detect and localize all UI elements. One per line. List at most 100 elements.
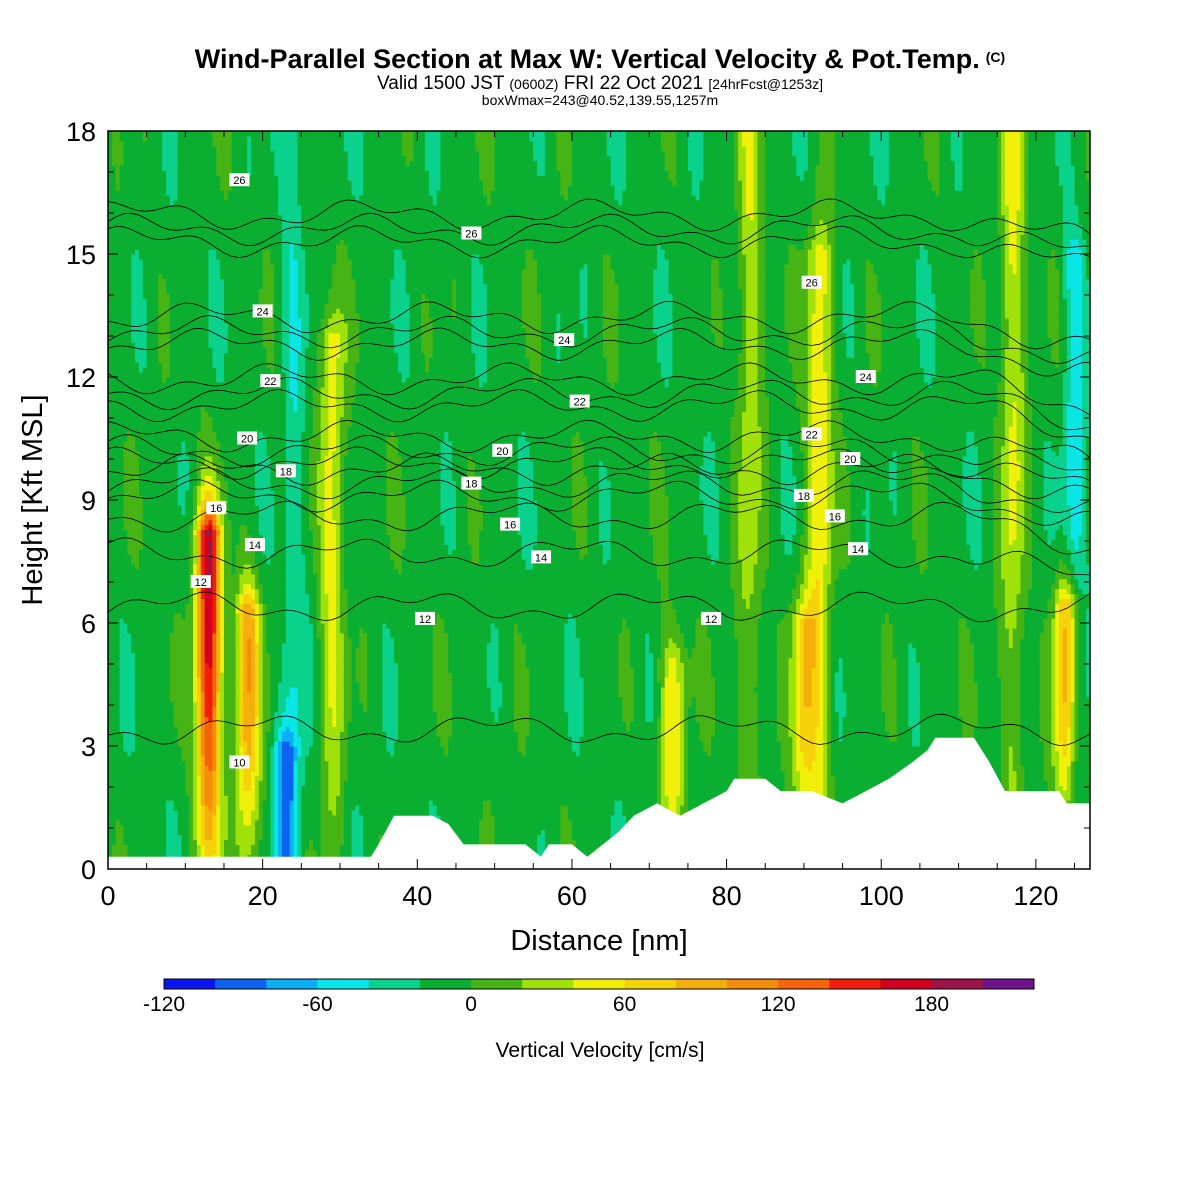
velocity-cell <box>120 190 124 196</box>
velocity-cell <box>120 844 124 850</box>
velocity-cell <box>123 721 127 727</box>
velocity-cell <box>116 598 120 604</box>
velocity-cell <box>112 697 116 703</box>
velocity-cell <box>120 259 124 265</box>
velocity-cell <box>112 569 116 575</box>
velocity-cell <box>123 825 127 831</box>
velocity-cell <box>116 736 120 742</box>
velocity-cell <box>120 800 124 806</box>
velocity-cell <box>112 564 116 570</box>
velocity-cell <box>123 849 127 855</box>
velocity-cell <box>112 387 116 393</box>
velocity-cell <box>123 716 127 722</box>
velocity-cell <box>120 830 124 836</box>
velocity-cell <box>112 357 116 363</box>
cross-section-chart: 2626262424242222222020201818181616161414… <box>0 0 1200 1200</box>
velocity-cell <box>123 830 127 836</box>
velocity-cell <box>112 657 116 663</box>
velocity-cell <box>112 180 116 186</box>
velocity-cell <box>116 338 120 344</box>
velocity-cell <box>116 530 120 536</box>
velocity-cell <box>112 677 116 683</box>
velocity-cell <box>123 790 127 796</box>
velocity-cell <box>116 466 120 472</box>
velocity-cell <box>123 244 127 250</box>
velocity-cell <box>123 672 127 678</box>
velocity-cell <box>123 288 127 294</box>
velocity-cell <box>120 185 124 191</box>
velocity-cell <box>120 411 124 417</box>
velocity-cell <box>127 549 131 555</box>
velocity-cell <box>123 210 127 216</box>
velocity-cell <box>112 510 116 516</box>
velocity-cell <box>131 623 135 629</box>
velocity-cell <box>120 741 124 747</box>
velocity-cell <box>112 584 116 590</box>
velocity-cell <box>116 697 120 703</box>
velocity-cell <box>123 313 127 319</box>
velocity-cell <box>120 697 124 703</box>
velocity-cell <box>123 367 127 373</box>
velocity-cell <box>120 397 124 403</box>
velocity-cell <box>120 347 124 353</box>
velocity-cell <box>123 264 127 270</box>
velocity-cell <box>127 264 131 270</box>
velocity-cell <box>112 692 116 698</box>
velocity-cell <box>131 780 135 786</box>
velocity-cell <box>123 692 127 698</box>
velocity-cell <box>112 156 116 162</box>
velocity-cell <box>123 249 127 255</box>
velocity-cell <box>123 397 127 403</box>
velocity-cell <box>120 746 124 752</box>
velocity-cell <box>112 712 116 718</box>
velocity-cell <box>112 352 116 358</box>
velocity-cell <box>112 264 116 270</box>
velocity-cell <box>123 170 127 176</box>
velocity-cell <box>112 131 116 137</box>
velocity-cell <box>116 220 120 226</box>
velocity-cell <box>127 825 131 831</box>
velocity-cell <box>131 790 135 796</box>
velocity-cell <box>112 687 116 693</box>
velocity-cell <box>123 687 127 693</box>
velocity-cell <box>123 776 127 782</box>
velocity-cell <box>120 790 124 796</box>
velocity-cell <box>120 131 124 137</box>
velocity-cell <box>120 751 124 757</box>
velocity-cell <box>127 180 131 186</box>
velocity-cell <box>116 264 120 270</box>
velocity-cell <box>112 500 116 506</box>
velocity-cell <box>131 716 135 722</box>
velocity-cell <box>127 269 131 275</box>
velocity-cell <box>112 682 116 688</box>
velocity-cell <box>120 510 124 516</box>
velocity-cell <box>120 633 124 639</box>
velocity-cell <box>116 239 120 245</box>
velocity-cell <box>120 220 124 226</box>
velocity-cell <box>127 313 131 319</box>
velocity-cell <box>123 589 127 595</box>
velocity-cell <box>123 805 127 811</box>
velocity-cell <box>127 436 131 442</box>
velocity-cell <box>127 200 131 206</box>
velocity-cell <box>112 451 116 457</box>
velocity-cell <box>123 574 127 580</box>
velocity-cell <box>116 780 120 786</box>
velocity-cell <box>131 662 135 668</box>
velocity-cell <box>127 559 131 565</box>
velocity-cell <box>120 367 124 373</box>
velocity-cell <box>116 569 120 575</box>
velocity-cell <box>112 662 116 668</box>
velocity-cell <box>123 682 127 688</box>
velocity-cell <box>127 574 131 580</box>
velocity-cell <box>127 707 131 713</box>
velocity-cell <box>123 303 127 309</box>
velocity-cell <box>112 549 116 555</box>
velocity-cell <box>112 593 116 599</box>
velocity-cell <box>116 274 120 280</box>
velocity-cell <box>127 771 131 777</box>
velocity-cell <box>112 667 116 673</box>
velocity-cell <box>131 697 135 703</box>
velocity-cell <box>127 288 131 294</box>
velocity-cell <box>127 234 131 240</box>
